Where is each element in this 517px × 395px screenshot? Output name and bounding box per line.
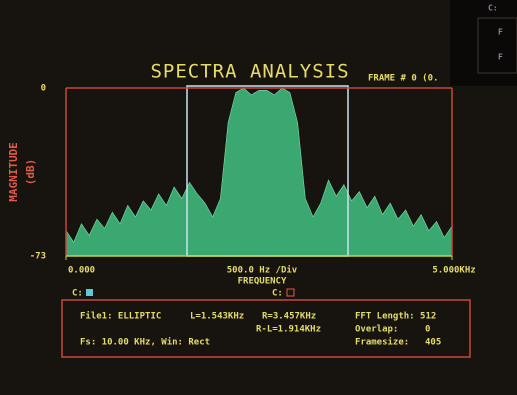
info-file: File1: ELLIPTIC (80, 311, 161, 322)
x-tick-label: 0.000 (68, 266, 95, 276)
screen: SPECTRA ANALYSIS FRAME # 0 (0. MAGNITUDE… (0, 0, 517, 395)
info-left: L=1.543KHz (190, 312, 244, 322)
overlay-text: F (498, 53, 503, 62)
y-tick-label: -73 (30, 252, 46, 262)
info-right: R=3.457KHz (262, 312, 316, 322)
cursor-swatch (86, 289, 93, 296)
x-axis-title: FREQUENCY (238, 277, 287, 287)
overlay-text: F (498, 28, 503, 37)
info-overlap-value: 0 (425, 325, 430, 335)
info-framesize-label: Framesize: (355, 337, 409, 348)
chart-title: SPECTRA ANALYSIS (150, 61, 349, 83)
x-scale-label: 500.0 Hz /Div (227, 265, 298, 276)
info-fs: Fs: 10.00 KHz, Win: Rect (80, 337, 210, 348)
cursor-label: C: (72, 289, 83, 299)
y-axis-title: MAGNITUDE (7, 142, 20, 202)
info-overlap-label: Overlap: (355, 325, 398, 335)
frame-label: FRAME # 0 (0. (368, 74, 438, 84)
overlay-text: C: (488, 4, 498, 13)
y-axis-unit: (dB) (24, 159, 37, 186)
x-tick-label: 5.000KHz (432, 266, 475, 276)
y-tick-label: 0 (41, 84, 46, 94)
info-framesize-value: 405 (425, 338, 441, 348)
info-fft: FFT Length: 512 (355, 312, 436, 322)
cursor-label: C: (272, 289, 283, 299)
info-span: R-L=1.914KHz (256, 325, 321, 335)
